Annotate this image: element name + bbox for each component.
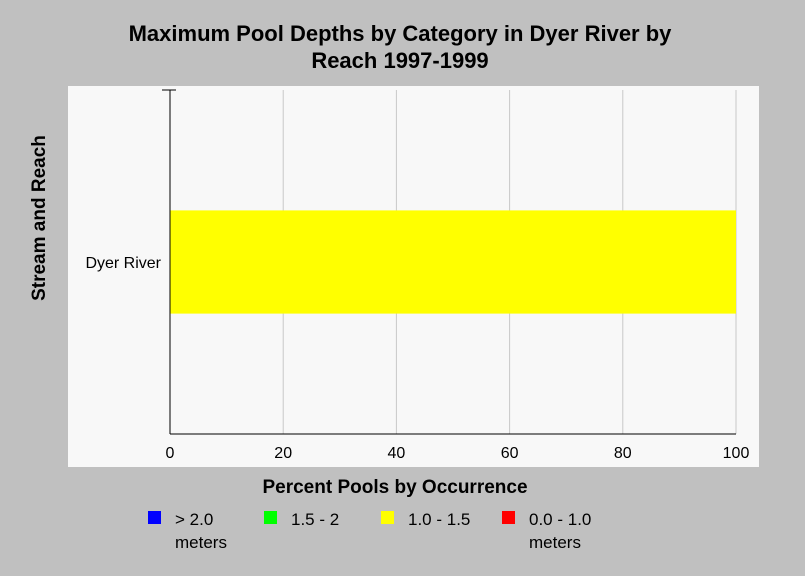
x-tick-label-5: 100 xyxy=(723,445,750,462)
x-tick-label-2: 40 xyxy=(388,445,406,462)
x-tick-label-4: 80 xyxy=(614,445,632,462)
x-tick-label-1: 20 xyxy=(274,445,292,462)
legend-swatch-1 xyxy=(264,511,277,524)
chart-title-line-1: Maximum Pool Depths by Category in Dyer … xyxy=(128,21,672,46)
y-tick-label-0: Dyer River xyxy=(85,255,161,272)
legend-swatch-3 xyxy=(502,511,515,524)
chart-svg: Dyer River 0 20 40 60 80 100 xyxy=(85,89,750,462)
y-axis-label-text: Stream and Reach xyxy=(29,135,50,301)
legend-label-1: 1.5 - 2 xyxy=(291,510,340,529)
bar-0-2 xyxy=(170,210,736,314)
chart-title-line-2: Reach 1997-1999 xyxy=(311,48,489,73)
legend-label-3: 0.0 - 1.0 meters xyxy=(529,510,592,552)
x-axis-label: Percent Pools by Occurrence xyxy=(262,477,528,498)
x-tick-label-0: 0 xyxy=(166,445,175,462)
x-tick-label-3: 60 xyxy=(501,445,519,462)
chart-title: Maximum Pool Depths by Category in Dyer … xyxy=(0,20,800,74)
legend-swatch-2 xyxy=(381,511,394,524)
legend-label-0: > 2.0 meters xyxy=(175,510,227,552)
legend-swatch-0 xyxy=(148,511,161,524)
legend-label-2: 1.0 - 1.5 xyxy=(408,510,471,529)
